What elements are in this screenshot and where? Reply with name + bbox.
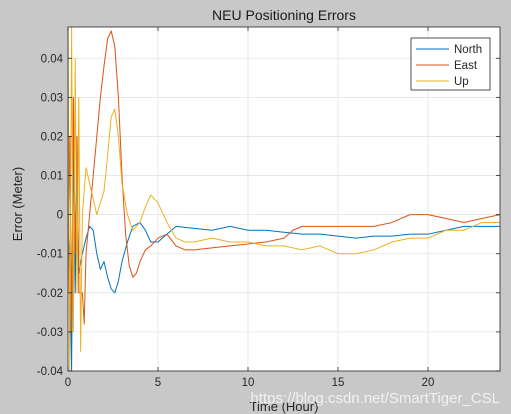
y-tick-label: -0.01 [37,249,63,261]
axis-ticks: 0 5 10 15 20 -0.04 -0.03 -0.02 -0.01 0 0.01 0.02 0.0… [37,27,500,389]
y-tick-label: 0.04 [41,53,64,65]
series-layer [68,27,500,371]
x-tick-label: 10 [242,377,255,389]
series-line-up [68,27,500,371]
x-tick-label: 0 [65,377,71,389]
x-tick-label: 20 [422,377,435,389]
legend: North East Up [410,37,491,91]
axes-frame [67,26,501,372]
watermark-text: https://blog.csdn.net/SmartTiger_CSL [250,390,500,407]
legend-label: Up [454,76,469,88]
chart-title: NEU Positioning Errors [212,7,356,23]
y-tick-label: 0.01 [41,171,63,183]
y-axis-label: Error (Meter) [10,167,25,241]
series-line-north [68,135,500,371]
y-tick-label: -0.02 [37,288,63,300]
y-tick-label: 0 [57,210,63,222]
y-tick-label: 0.03 [41,92,63,104]
x-tick-label: 15 [332,377,345,389]
x-tick-label: 5 [155,377,161,389]
y-tick-label: 0.02 [41,131,63,143]
series-line-east [68,30,500,333]
x-axis-label: Time (Hour) [250,399,319,414]
y-tick-label: -0.04 [37,366,64,378]
legend-label: East [454,60,478,72]
y-tick-label: -0.03 [37,327,63,339]
legend-label: North [454,44,482,56]
